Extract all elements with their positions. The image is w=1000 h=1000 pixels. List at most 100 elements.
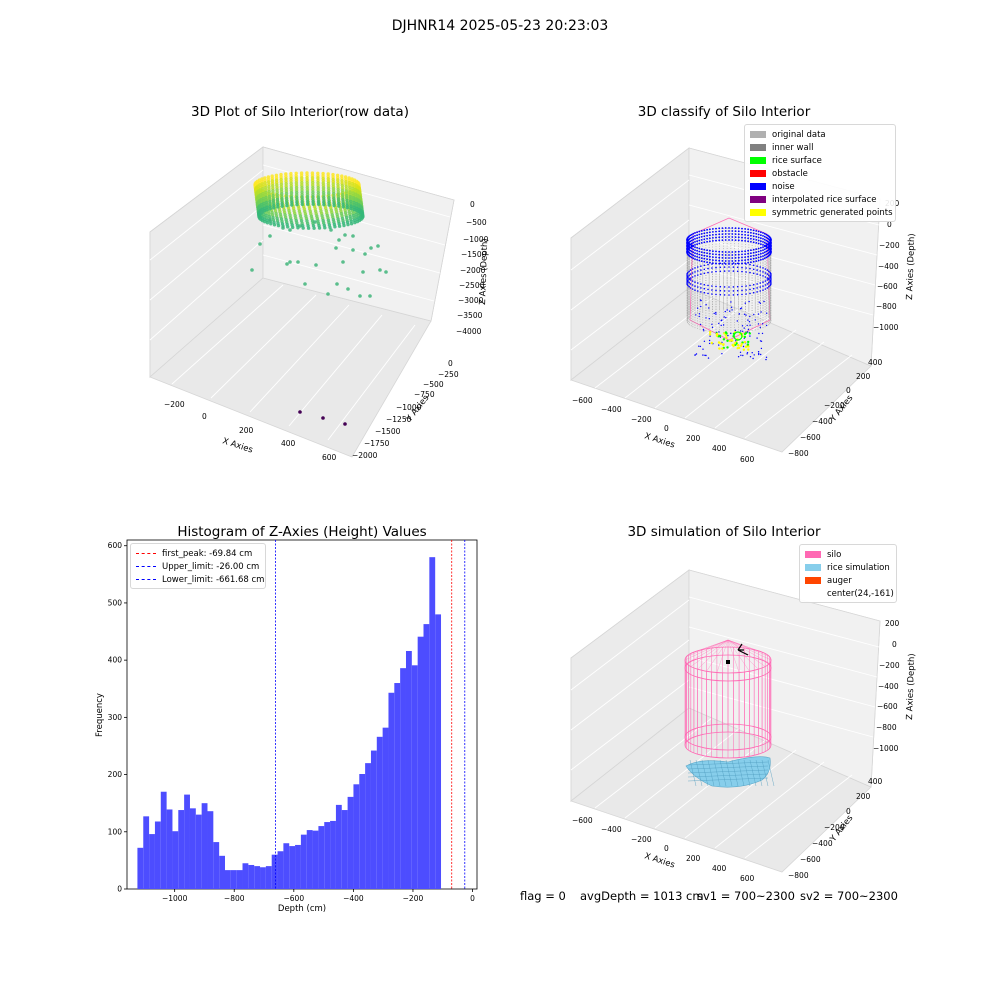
- classify-noise-point: [697, 307, 699, 309]
- histogram-y-tick: 0: [117, 885, 122, 894]
- raw-point: [341, 260, 345, 264]
- legend-entry: first_peak: -69.84 cm: [136, 547, 260, 560]
- raw-point: [316, 171, 320, 175]
- classify-noise-point: [752, 232, 755, 235]
- classify-noise-point: [766, 255, 769, 258]
- raw-point: [291, 225, 295, 230]
- classify-noise-point: [752, 254, 755, 257]
- classify-noise-point: [709, 237, 711, 240]
- simulation-z-tick: −200: [879, 661, 900, 670]
- raw-point: [285, 199, 289, 203]
- histogram-bar: [219, 855, 225, 889]
- auger-marker: [726, 660, 730, 664]
- simulation-z-tick: −1000: [873, 744, 899, 753]
- raw-point: [300, 197, 304, 202]
- histogram-bar: [154, 821, 161, 889]
- classify-noise-point: [743, 313, 746, 315]
- raw-point: [284, 189, 289, 193]
- raw-point: [284, 196, 289, 200]
- raw-y-tick: −1750: [364, 439, 390, 448]
- raw-point: [342, 223, 346, 228]
- classify-noise-point: [740, 330, 742, 332]
- classify-noise-point: [763, 300, 765, 303]
- classify-noise-point: [718, 256, 721, 259]
- raw-point: [285, 262, 289, 266]
- classify-noise-point: [721, 239, 724, 242]
- classify-noise-point: [724, 239, 727, 241]
- classify-noise-point: [709, 228, 711, 231]
- classify-noise-point: [750, 258, 752, 261]
- classify-noise-point: [690, 250, 693, 253]
- histogram-x-tick: −600: [284, 894, 305, 903]
- simulation-x-tick: −600: [572, 816, 593, 825]
- classify-noise-point: [692, 232, 695, 235]
- classify-noise-point: [762, 271, 764, 273]
- classify-noise-point: [702, 328, 705, 331]
- classify-noise-point: [764, 272, 767, 274]
- raw-point: [326, 172, 330, 176]
- rice-mesh-line: [725, 759, 733, 787]
- classify-noise-point: [728, 251, 730, 253]
- classify-noise-point: [690, 233, 693, 236]
- classify-noise-point: [702, 348, 704, 350]
- classify-noise-point: [762, 241, 764, 243]
- classify-noise-point: [718, 230, 721, 233]
- classify-noise-point: [698, 259, 701, 262]
- histogram-bar: [265, 866, 272, 889]
- classify-noise-point: [734, 329, 737, 332]
- classify-noise-point: [734, 254, 737, 256]
- classify-noise-point: [737, 250, 740, 253]
- classify-noise-point: [736, 320, 738, 322]
- classify-noise-point: [763, 238, 766, 241]
- raw-point: [326, 181, 331, 186]
- legend-swatch: [750, 209, 766, 216]
- classify-noise-point: [728, 290, 730, 292]
- legend-entry: interpolated rice surface: [750, 193, 890, 206]
- classify-noise-point: [747, 249, 749, 252]
- classify-noise-point: [724, 236, 727, 238]
- raw-point: [267, 182, 271, 186]
- raw-x-tick: 200: [239, 426, 254, 435]
- classify-noise-point: [698, 253, 701, 256]
- classify-noise-point: [755, 254, 758, 256]
- raw-point: [305, 173, 309, 178]
- classify-noise-point: [731, 236, 734, 238]
- classify-noise-point: [747, 240, 749, 243]
- raw-point: [295, 190, 299, 195]
- raw-point: [321, 171, 325, 176]
- classify-noise-point: [757, 351, 760, 353]
- classify-noise-point: [749, 288, 751, 291]
- classify-rice-point: [745, 331, 748, 335]
- classify-noise-point: [703, 264, 706, 267]
- rice-mesh-line: [749, 759, 757, 787]
- classify-noise-point: [734, 236, 737, 239]
- classify-noise-point: [715, 311, 717, 314]
- classify-noise-point: [711, 289, 713, 291]
- raw-point: [275, 183, 279, 187]
- classify-noise-point: [765, 233, 768, 236]
- classify-noise-point: [747, 255, 749, 258]
- raw-point: [280, 202, 284, 206]
- classify-noise-point: [721, 230, 724, 233]
- classify-noise-point: [705, 354, 707, 357]
- classify-noise-point: [723, 316, 725, 318]
- raw-point: [265, 208, 269, 212]
- classify-noise-point: [760, 240, 762, 243]
- raw-point: [258, 242, 262, 246]
- classify-noise-point: [766, 252, 769, 255]
- classify-x-tick: 200: [686, 434, 701, 443]
- classify-noise-point: [760, 255, 762, 258]
- classify-noise-point: [703, 238, 706, 241]
- legend-entry: symmetric generated points: [750, 206, 893, 219]
- legend-entry: silo: [805, 548, 891, 561]
- simulation-x-tick: −400: [601, 825, 622, 834]
- classify-z-tick: −600: [877, 282, 898, 291]
- classify-noise-point: [690, 253, 693, 256]
- classify-noise-point: [734, 239, 737, 242]
- classify-noise-point: [756, 291, 758, 293]
- histogram-y-tick: 600: [108, 541, 123, 550]
- classify-noise-point: [694, 235, 696, 237]
- legend-swatch: [805, 577, 821, 584]
- classify-rice-point: [730, 338, 733, 342]
- raw-point: [269, 222, 273, 226]
